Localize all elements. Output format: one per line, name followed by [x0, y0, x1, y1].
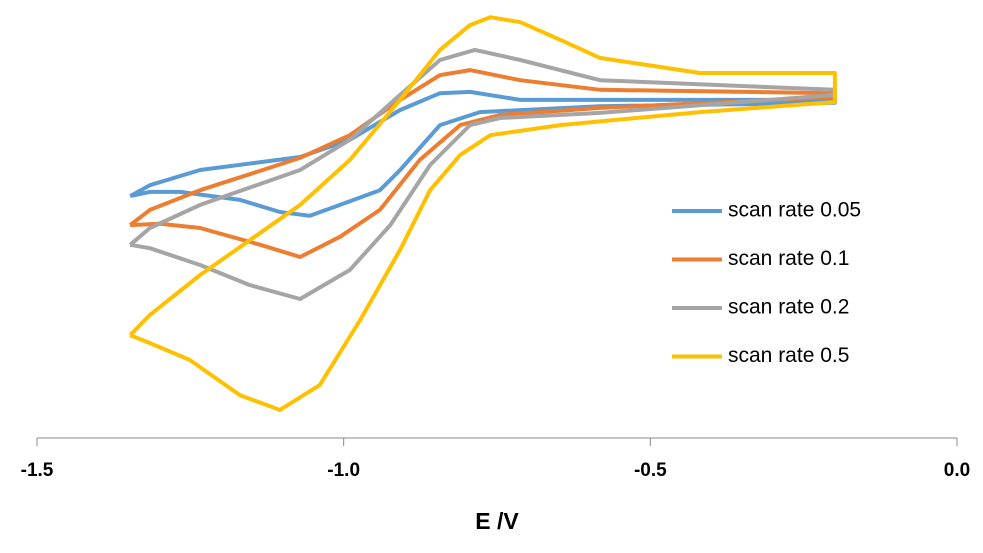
legend-label: scan rate 0.2 [728, 296, 849, 319]
legend-label: scan rate 0.1 [728, 247, 849, 270]
x-tick-label: 0.0 [944, 460, 970, 481]
legend-label: scan rate 0.05 [728, 199, 861, 222]
x-axis-label: E /V [475, 508, 519, 534]
x-tick-label: -0.5 [634, 460, 667, 481]
x-tick-label: -1.5 [21, 460, 54, 481]
legend-label: scan rate 0.5 [728, 344, 849, 367]
x-tick-label: -1.0 [327, 460, 360, 481]
cv-curve [128, 15, 837, 412]
